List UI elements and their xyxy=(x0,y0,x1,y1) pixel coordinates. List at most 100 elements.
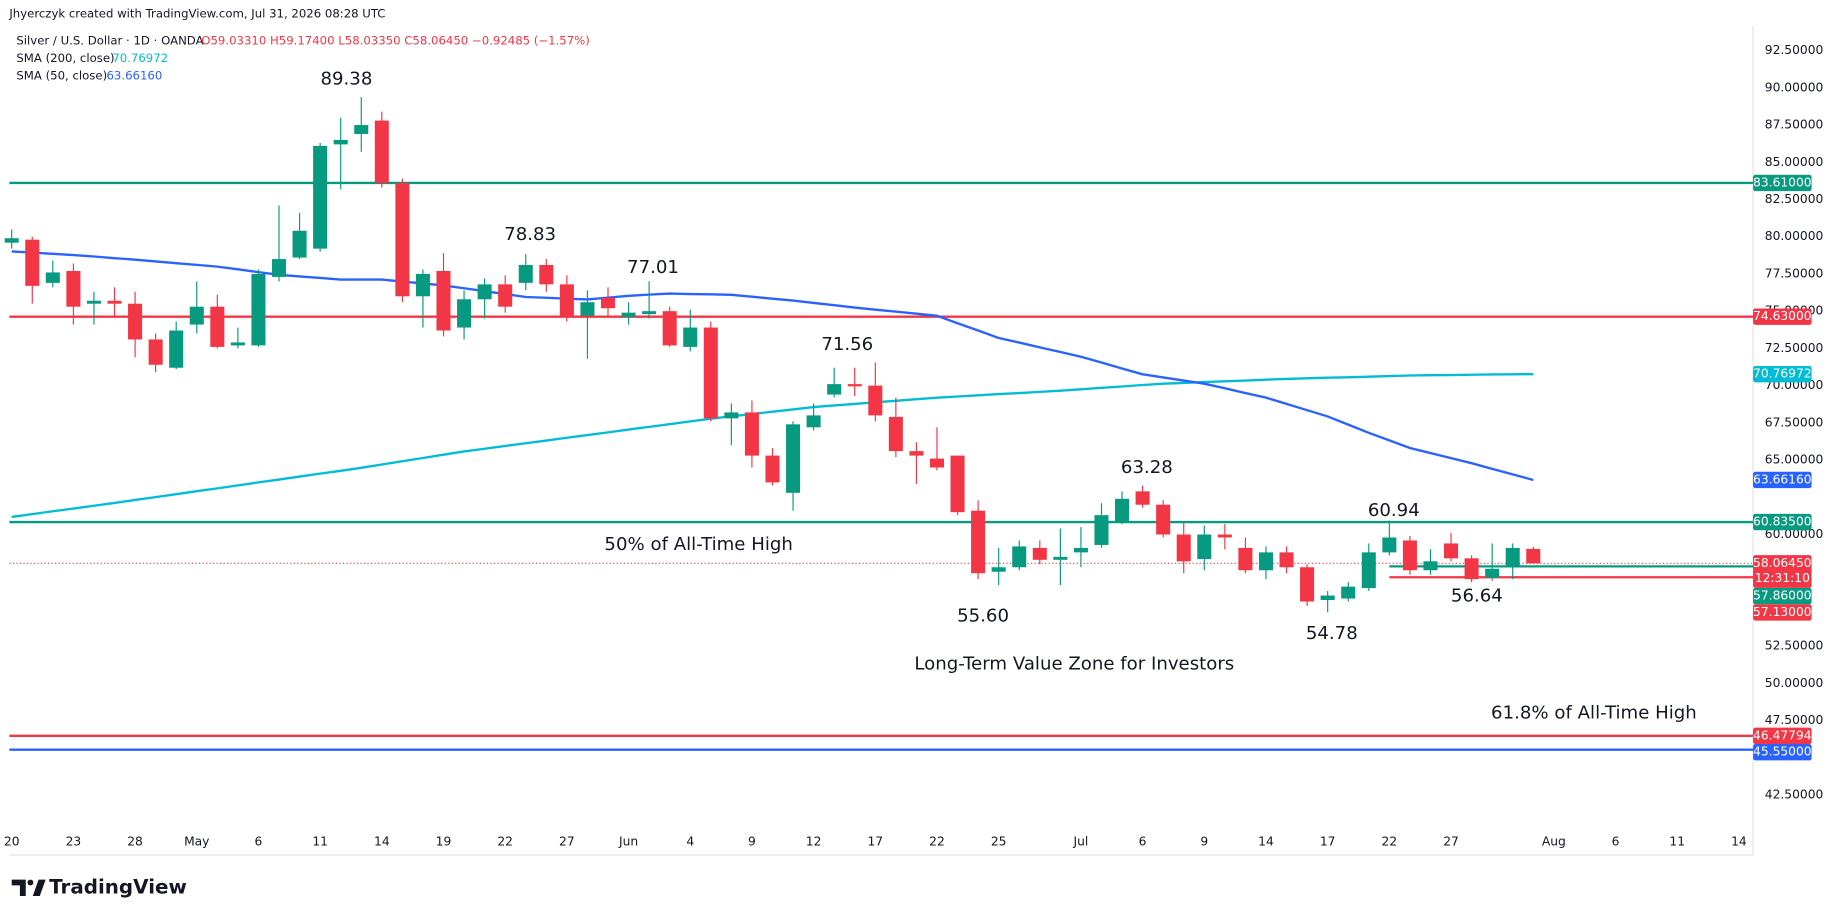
candle-body xyxy=(1300,567,1315,602)
annotation: 78.83 xyxy=(504,224,556,245)
candle-body xyxy=(107,300,122,304)
candle-body xyxy=(457,299,472,328)
legend-value: 63.66160 xyxy=(106,69,162,83)
sma-line xyxy=(11,372,1534,519)
candle-body xyxy=(1176,534,1191,562)
candle-body xyxy=(169,330,184,368)
x-tick-label: May xyxy=(184,835,209,849)
candle-body xyxy=(66,270,81,307)
candle-body xyxy=(765,455,780,483)
candle-body xyxy=(374,120,389,184)
candle-body xyxy=(1073,547,1088,553)
candle-body xyxy=(991,567,1006,572)
candle-body xyxy=(1053,556,1068,560)
price-tag-bg xyxy=(1753,365,1812,383)
x-tick-label: 9 xyxy=(748,835,756,849)
candle-body xyxy=(1115,498,1130,522)
candle-body xyxy=(888,416,903,452)
candle-body xyxy=(1135,491,1150,505)
y-tick-label: 82.50000 xyxy=(1765,192,1824,206)
annotation: 60.94 xyxy=(1368,500,1420,521)
credit: Jhyerczyk created with TradingView.com, … xyxy=(8,7,385,21)
annotation: 54.78 xyxy=(1306,623,1358,644)
y-tick-label: 67.50000 xyxy=(1765,415,1824,429)
x-tick-label: Jul xyxy=(1073,835,1089,849)
x-tick-label: 11 xyxy=(1669,835,1685,849)
candle-body xyxy=(786,424,801,493)
y-tick-label: 47.50000 xyxy=(1765,713,1824,727)
symbol: Silver / U.S. Dollar · 1D · OANDA xyxy=(16,33,203,47)
price-tag: 45.55000 xyxy=(1753,744,1812,761)
candle-body xyxy=(25,239,40,286)
x-tick-label: 17 xyxy=(1320,835,1336,849)
annotation: Long-Term Value Zone for Investors xyxy=(914,653,1234,674)
annotation: 50% of All-Time High xyxy=(604,534,792,555)
price-tag: 60.83500 xyxy=(1753,513,1812,531)
candle-body xyxy=(128,303,143,340)
candle-body xyxy=(950,455,965,513)
candle-body xyxy=(313,145,328,249)
x-tick-label: 25 xyxy=(991,835,1007,849)
candle-body xyxy=(1012,546,1027,568)
candle-body xyxy=(1238,547,1253,571)
candle-body xyxy=(1032,547,1047,560)
y-tick-label: 52.50000 xyxy=(1765,639,1824,653)
price-tag-label: 70.76972 xyxy=(1753,367,1812,381)
brand: TradingView xyxy=(49,875,187,898)
candle-body xyxy=(683,327,698,347)
legend-value: 70.76972 xyxy=(112,51,168,65)
candle-body xyxy=(230,342,245,346)
candle-body xyxy=(1485,568,1500,578)
candle-body xyxy=(1341,586,1356,599)
candle-body xyxy=(539,265,554,285)
annotation: 63.28 xyxy=(1121,457,1173,478)
price-tag: 57.86000 xyxy=(1753,587,1812,605)
candle-body xyxy=(1156,504,1171,535)
x-tick-label: 12 xyxy=(806,835,822,849)
x-tick-label: 23 xyxy=(66,835,82,849)
x-tick-label: 6 xyxy=(255,835,263,849)
price-tag-label: 58.06450 xyxy=(1753,556,1812,570)
x-tick-label: 28 xyxy=(127,835,143,849)
x-tick-label: 14 xyxy=(1258,835,1274,849)
candle-body xyxy=(45,272,60,283)
candle-body xyxy=(148,339,163,365)
annotation: 56.64 xyxy=(1451,586,1503,607)
candle-body xyxy=(292,230,307,258)
candle-body xyxy=(1094,515,1109,545)
candle-body xyxy=(477,284,492,300)
annotation: 89.38 xyxy=(320,69,372,90)
price-tag-label: 63.66160 xyxy=(1753,472,1812,486)
sma-line xyxy=(11,250,1534,482)
price-tag-label: 57.86000 xyxy=(1753,589,1812,603)
candle-body xyxy=(1320,595,1335,601)
price-tag-bg xyxy=(1753,471,1812,489)
x-tick-label: 6 xyxy=(1612,835,1620,849)
price-tag: 57.13000 xyxy=(1753,604,1812,621)
x-tick-label: 22 xyxy=(1382,835,1398,849)
y-tick-label: 92.50000 xyxy=(1765,43,1824,57)
candle-body xyxy=(1444,543,1459,559)
price-tag-bg xyxy=(1753,513,1812,531)
y-tick-label: 60.00000 xyxy=(1765,527,1824,541)
x-tick-label: 22 xyxy=(929,835,945,849)
candle-body xyxy=(395,183,410,297)
annotation: 77.01 xyxy=(627,257,679,278)
y-tick-label: 90.00000 xyxy=(1765,80,1824,94)
annotation: 55.60 xyxy=(957,605,1009,626)
x-tick-label: 4 xyxy=(686,835,694,849)
candle-body xyxy=(333,139,348,145)
price-tag-bg xyxy=(1753,727,1812,745)
candle-body xyxy=(1258,552,1273,571)
candle-body xyxy=(827,384,842,395)
candle-body xyxy=(1505,547,1520,566)
x-tick-label: 14 xyxy=(374,835,390,849)
price-tag-label: 45.55000 xyxy=(1753,745,1812,759)
candle-body xyxy=(806,415,821,428)
candle-body xyxy=(642,311,657,315)
x-tick-label: 20 xyxy=(4,835,20,849)
y-tick-label: 80.00000 xyxy=(1765,229,1824,243)
